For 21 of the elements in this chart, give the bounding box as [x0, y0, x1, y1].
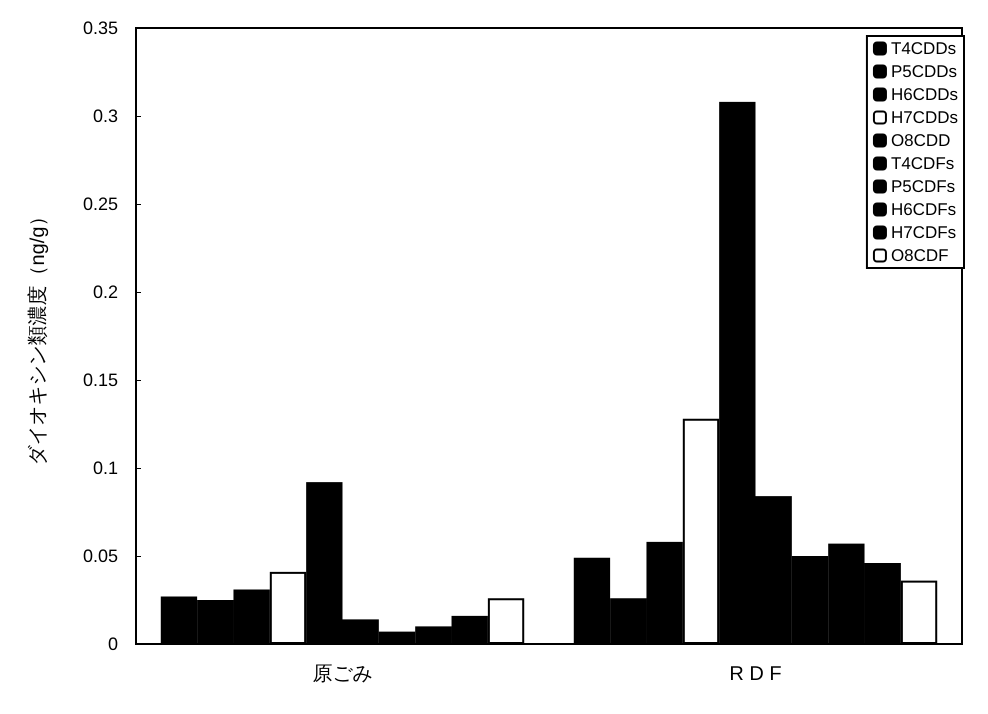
legend-label: H6CDDs [890, 85, 958, 104]
legend-label: P5CDDs [890, 62, 958, 81]
x-tick-label: 原ごみ [312, 663, 372, 685]
y-tick-label: 0.15 [82, 370, 118, 390]
y-tick-label: 0.05 [82, 546, 118, 566]
y-tick-label: 0.35 [82, 18, 118, 38]
y-tick-label: 0.2 [92, 282, 118, 302]
legend-label: P5CDFs [890, 177, 956, 196]
y-tick-label: 0.3 [92, 106, 118, 126]
legend-label: H6CDFs [890, 200, 956, 219]
y-tick-label: 0 [108, 634, 118, 654]
x-tick-label: R D F [729, 663, 782, 685]
legend-label: O8CDF [890, 246, 949, 265]
legend-label: T4CDDs [890, 39, 956, 58]
y-axis-title: ダイオキシン類濃度（ng/g） [27, 206, 49, 466]
legend-label: H7CDDs [890, 108, 958, 127]
y-tick-label: 0.1 [92, 458, 118, 478]
legend-label: O8CDD [890, 131, 950, 150]
legend-label: T4CDFs [890, 154, 954, 173]
y-tick-label: 0.25 [82, 194, 118, 214]
legend-label: H7CDFs [890, 223, 956, 242]
